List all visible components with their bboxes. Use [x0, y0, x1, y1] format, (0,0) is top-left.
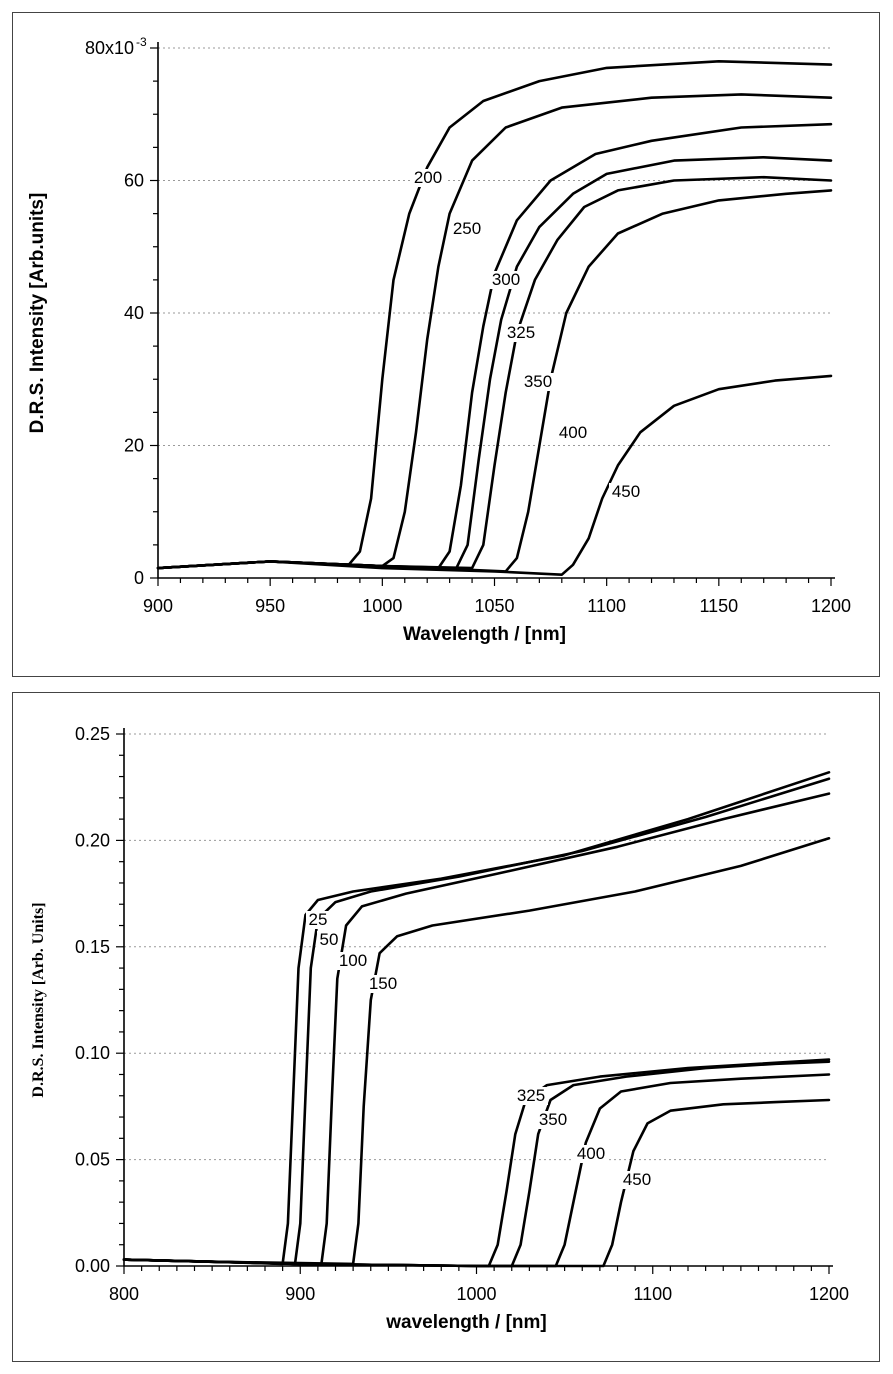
series-line-150 — [122, 837, 831, 1266]
curve-label-350: 350 — [524, 372, 552, 391]
series-line-325 — [122, 1058, 831, 1268]
series-line-200 — [156, 60, 833, 570]
drs-chart-top: 900 950 1000 1050 1100 1150 1200 0 20 40 60 80x10 -3… — [27, 35, 851, 645]
curve-label-bg — [609, 483, 643, 501]
curve-label-325: 325 — [507, 323, 535, 342]
y-tick-label: 0.10 — [75, 1043, 110, 1063]
x-tick-label: 1050 — [474, 596, 514, 616]
series-line-350 — [122, 1060, 831, 1268]
series-line-250 — [156, 93, 833, 570]
curve-label-bg — [504, 324, 538, 342]
curve-label-bg — [620, 1171, 654, 1189]
series-line-100 — [122, 792, 831, 1266]
curve-label-bg — [366, 975, 400, 993]
x-tick-label: 900 — [285, 1284, 315, 1304]
x-tick-label: 1100 — [633, 1284, 672, 1304]
curve-label-300: 300 — [492, 270, 520, 289]
y-tick-label: 80x10 — [85, 38, 134, 58]
curve-label-200: 200 — [414, 168, 442, 187]
y-tick-label: 60 — [124, 171, 144, 191]
drs-chart-bottom: 800 900 1000 1100 1200 0.00 0.05 0.10 0.15 0.20 0.… — [30, 724, 849, 1333]
curve-label-350: 350 — [539, 1110, 567, 1129]
curve-label-450: 450 — [623, 1170, 651, 1189]
curve-label-250: 250 — [453, 219, 481, 238]
curve-label-400: 400 — [559, 423, 587, 442]
y-top-exponent: -3 — [136, 35, 147, 49]
x-tick-label: 800 — [109, 1284, 139, 1304]
curve-label-bg — [489, 271, 523, 289]
curve-label-bg — [536, 1111, 570, 1129]
series-line-450 — [156, 374, 833, 576]
chart-panel-bottom: 800 900 1000 1100 1200 0.00 0.05 0.10 0.15 0.20 0.… — [12, 692, 880, 1362]
curve-label-bg — [450, 220, 484, 238]
series-line-325 — [156, 156, 833, 570]
y-tick-label: 40 — [124, 303, 144, 323]
y-axis-title: D.R.S. Intensity [Arb. Units] — [30, 902, 47, 1097]
series-line-25 — [122, 771, 831, 1266]
x-tick-label: 950 — [255, 596, 285, 616]
x-axis-title: Wavelength / [nm] — [403, 624, 566, 645]
axis-frame — [123, 728, 833, 1267]
curve-label-325: 325 — [517, 1086, 545, 1105]
y-axis-title: D.R.S. Intensity [Arb.units] — [27, 193, 48, 434]
x-tick-label: 1200 — [809, 1284, 849, 1304]
x-tick-label: 1150 — [699, 596, 738, 616]
y-tick-label: 0.20 — [75, 830, 110, 850]
curve-label-bg — [514, 1087, 548, 1105]
curve-label-bg — [574, 1145, 608, 1163]
y-tick-label: 20 — [124, 436, 144, 456]
curve-label-bg — [411, 169, 445, 187]
chart-panel-top: 900 950 1000 1050 1100 1150 1200 0 20 40 60 80x10 -3… — [12, 12, 880, 677]
curve-label-450: 450 — [612, 482, 640, 501]
series-line-50 — [122, 777, 831, 1266]
curve-label-bg — [336, 952, 370, 970]
series-line-400 — [156, 189, 833, 573]
y-tick-label: 0.00 — [75, 1256, 110, 1276]
series-line-450 — [122, 1098, 831, 1268]
y-tick-label: 0.25 — [75, 724, 110, 744]
curve-label-100: 100 — [339, 951, 367, 970]
x-tick-label: 1100 — [587, 596, 626, 616]
y-tick-label: 0.05 — [75, 1150, 110, 1170]
series-line-350 — [156, 175, 833, 570]
series-line-300 — [156, 122, 833, 570]
x-tick-label: 1000 — [456, 1284, 496, 1304]
curve-label-150: 150 — [369, 974, 397, 993]
x-tick-label: 900 — [143, 596, 173, 616]
y-tick-label: 0.15 — [75, 937, 110, 957]
curve-label-bg — [306, 911, 330, 929]
axis-frame — [157, 42, 835, 579]
curve-label-bg — [317, 931, 341, 949]
curve-label-400: 400 — [577, 1144, 605, 1163]
curve-label-25: 25 — [309, 910, 328, 929]
y-tick-label: 0 — [134, 568, 144, 588]
curve-label-50: 50 — [320, 930, 339, 949]
curve-label-bg — [521, 373, 555, 391]
x-tick-label: 1200 — [811, 596, 851, 616]
x-axis-title: wavelength / [nm] — [385, 1312, 546, 1333]
curve-label-bg — [556, 424, 590, 442]
x-tick-label: 1000 — [362, 596, 402, 616]
